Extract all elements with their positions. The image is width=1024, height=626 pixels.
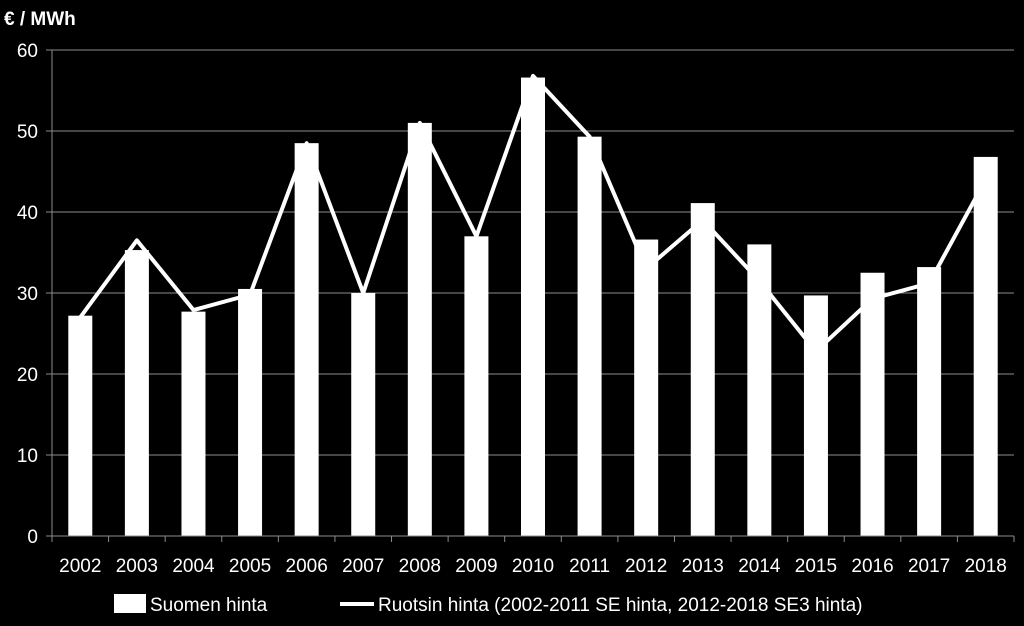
bar [521, 77, 545, 536]
x-tick-label: 2005 [229, 556, 271, 577]
y-tick-label: 0 [27, 527, 38, 548]
bar [973, 156, 998, 537]
x-tick-label: 2018 [965, 556, 1007, 577]
x-tick-label: 2009 [455, 556, 497, 577]
bar [577, 136, 602, 537]
bar [803, 295, 828, 536]
bar [351, 293, 376, 536]
axes [46, 49, 1015, 542]
x-tick-label: 2013 [682, 556, 724, 577]
x-tick-label: 2012 [625, 556, 667, 577]
bar [124, 250, 149, 536]
legend-label-bar: Suomen hinta [150, 595, 268, 616]
bar [690, 203, 715, 536]
line-series-path [78, 73, 988, 354]
bar-series [68, 77, 998, 537]
y-tick-label: 50 [17, 122, 38, 143]
x-tick-label: 2014 [738, 556, 781, 577]
y-tick-label: 60 [17, 41, 38, 62]
bar [464, 236, 489, 537]
bar [294, 143, 319, 536]
legend: Suomen hinta Ruotsin hinta (2002-2011 SE … [114, 594, 862, 616]
x-tick-label: 2010 [512, 556, 554, 577]
x-tick-labels: 2002 2003 2004 2005 2006 2007 2008 2009 2010 2011… [59, 556, 1007, 577]
x-tick-label: 2008 [399, 556, 441, 577]
line-series [78, 73, 988, 354]
x-tick-label: 2004 [172, 556, 215, 577]
bar [238, 288, 263, 536]
y-tick-label: 40 [17, 203, 38, 224]
y-tick-label: 20 [17, 365, 38, 386]
bar [407, 122, 432, 537]
y-tick-labels: 0 10 20 30 40 50 60 [17, 41, 38, 548]
bar [68, 315, 93, 536]
bar [634, 239, 659, 537]
y-tick-label: 30 [17, 284, 38, 305]
x-tick-label: 2015 [795, 556, 837, 577]
y-tick-label: 10 [17, 446, 38, 467]
bar [917, 267, 942, 536]
bar [860, 272, 885, 536]
x-tick-label: 2007 [342, 556, 384, 577]
bar [181, 311, 206, 536]
x-tick-label: 2011 [569, 556, 610, 577]
legend-label-line: Ruotsin hinta (2002-2011 SE hinta, 2012-… [378, 595, 862, 616]
x-tick-label: 2003 [116, 556, 158, 577]
x-tick-label: 2006 [286, 556, 328, 577]
x-tick-label: 2016 [851, 556, 893, 577]
legend-swatch-bar [114, 594, 146, 613]
x-tick-label: 2002 [59, 556, 101, 577]
x-tick-label: 2017 [908, 556, 950, 577]
y-axis-unit-label: € / MWh [4, 9, 76, 30]
